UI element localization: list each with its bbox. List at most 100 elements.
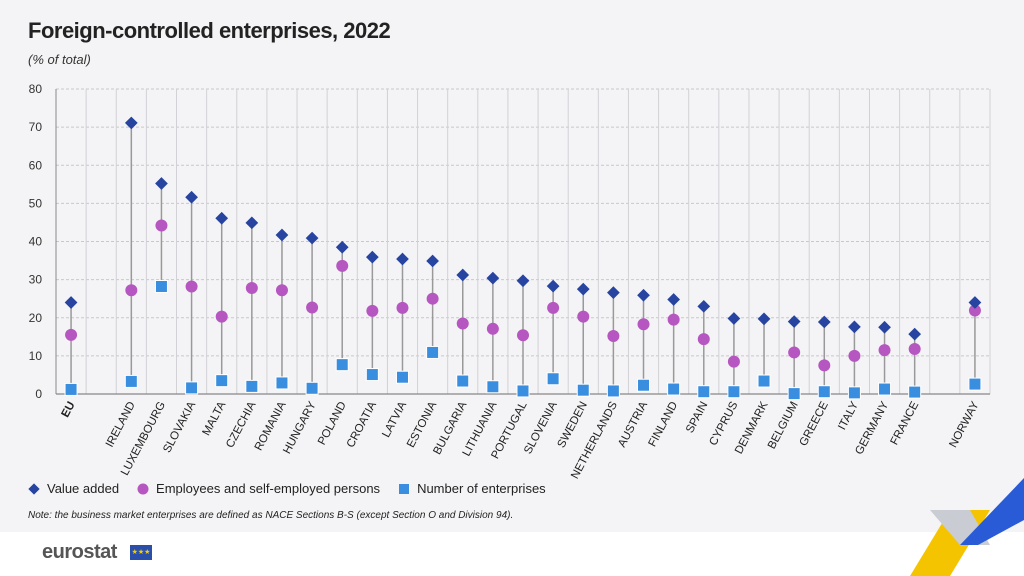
point-employees — [697, 333, 710, 346]
x-tick-label: FRANCE — [889, 399, 922, 447]
point-value-added — [516, 274, 530, 288]
point-employees — [185, 280, 198, 293]
x-tick-label: GREECE — [798, 399, 832, 448]
x-tick-label: ESTONIA — [405, 399, 439, 449]
point-employees — [486, 322, 499, 335]
point-enterprises — [185, 381, 199, 395]
x-tick-label: CROATIA — [345, 399, 379, 449]
x-tick-label: MALTA — [201, 399, 229, 437]
x-tick-label: AUSTRIA — [616, 399, 650, 449]
point-employees — [336, 259, 349, 272]
legend-label: Employees and self-employed persons — [156, 481, 381, 496]
point-value-added — [245, 216, 259, 230]
legend-label: Value added — [47, 481, 120, 496]
point-enterprises — [606, 384, 620, 398]
circle-icon — [137, 483, 149, 494]
point-enterprises — [787, 387, 801, 401]
point-enterprises — [486, 380, 500, 394]
point-enterprises — [275, 376, 289, 390]
x-tick-label: CZECHIA — [224, 399, 258, 449]
chart-note: Note: the business market enterprises ar… — [28, 510, 514, 521]
x-tick-label: SLOVAKIA — [161, 399, 198, 454]
point-value-added — [365, 250, 379, 264]
point-employees — [878, 344, 891, 357]
point-value-added — [576, 282, 590, 296]
x-tick-label: ITALY — [836, 399, 861, 432]
chart-subtitle: (% of total) — [28, 52, 91, 67]
point-enterprises — [546, 372, 560, 386]
point-employees — [426, 292, 439, 305]
y-tick-label: 80 — [29, 82, 43, 96]
x-tick-label: SPAIN — [684, 400, 710, 435]
point-enterprises — [365, 368, 379, 382]
point-employees — [456, 317, 469, 330]
point-employees — [577, 310, 590, 323]
point-value-added — [637, 288, 650, 302]
point-enterprises — [124, 374, 138, 388]
point-value-added — [546, 279, 560, 293]
point-value-added — [456, 268, 470, 282]
point-value-added — [607, 286, 620, 299]
square-icon — [399, 483, 410, 494]
point-value-added — [486, 271, 500, 285]
point-enterprises — [697, 385, 711, 399]
point-employees — [366, 304, 379, 317]
point-enterprises — [64, 382, 78, 396]
point-employees — [968, 304, 981, 317]
x-tick-label: EU — [60, 400, 78, 420]
point-value-added — [185, 190, 198, 204]
point-value-added — [878, 320, 891, 334]
point-enterprises — [426, 345, 440, 359]
y-tick-label: 60 — [29, 158, 43, 172]
point-enterprises — [667, 382, 681, 396]
point-enterprises — [757, 374, 771, 388]
x-tick-label: SWEDEN — [556, 400, 590, 450]
footer — [0, 532, 1024, 576]
y-tick-label: 10 — [29, 349, 43, 363]
y-tick-label: 0 — [35, 387, 42, 401]
point-employees — [848, 349, 861, 362]
chart-title: Foreign-controlled enterprises, 2022 — [28, 18, 391, 43]
point-enterprises — [908, 385, 922, 399]
point-employees — [908, 343, 921, 356]
point-value-added — [335, 240, 349, 254]
point-employees — [215, 310, 228, 323]
point-enterprises — [456, 374, 470, 388]
point-value-added — [64, 296, 78, 309]
point-enterprises — [847, 386, 861, 400]
y-tick-label: 20 — [29, 311, 43, 325]
point-employees — [245, 282, 258, 295]
point-value-added — [305, 231, 319, 245]
point-enterprises — [878, 382, 892, 396]
point-value-added — [396, 252, 409, 266]
y-tick-label: 40 — [29, 235, 43, 249]
point-employees — [517, 329, 529, 342]
point-enterprises — [335, 358, 349, 372]
point-value-added — [727, 312, 741, 325]
legend-label: Number of enterprises — [417, 481, 546, 496]
point-value-added — [848, 320, 861, 334]
y-tick-label: 70 — [29, 120, 43, 134]
point-employees — [125, 284, 138, 297]
point-value-added — [667, 293, 681, 306]
point-enterprises — [516, 384, 530, 398]
point-enterprises — [215, 374, 229, 388]
point-employees — [65, 328, 78, 341]
eu-flag-icon: ★★★ — [130, 545, 152, 560]
point-value-added — [215, 211, 229, 225]
point-enterprises — [727, 385, 741, 399]
y-tick-label: 50 — [29, 196, 43, 210]
x-tick-label: NORWAY — [947, 399, 981, 449]
legend-item-enterprises: Number of enterprises — [398, 481, 546, 496]
point-employees — [727, 355, 740, 368]
point-employees — [667, 313, 680, 326]
point-value-added — [757, 312, 771, 326]
legend: Value added Employees and self-employed … — [28, 481, 546, 496]
point-value-added — [697, 299, 711, 313]
point-enterprises — [305, 381, 319, 395]
y-tick-label: 30 — [29, 273, 43, 287]
point-enterprises — [154, 279, 168, 293]
point-employees — [547, 301, 560, 314]
decorative-corner-shape — [910, 478, 1024, 576]
legend-item-employees: Employees and self-employed persons — [137, 481, 380, 496]
